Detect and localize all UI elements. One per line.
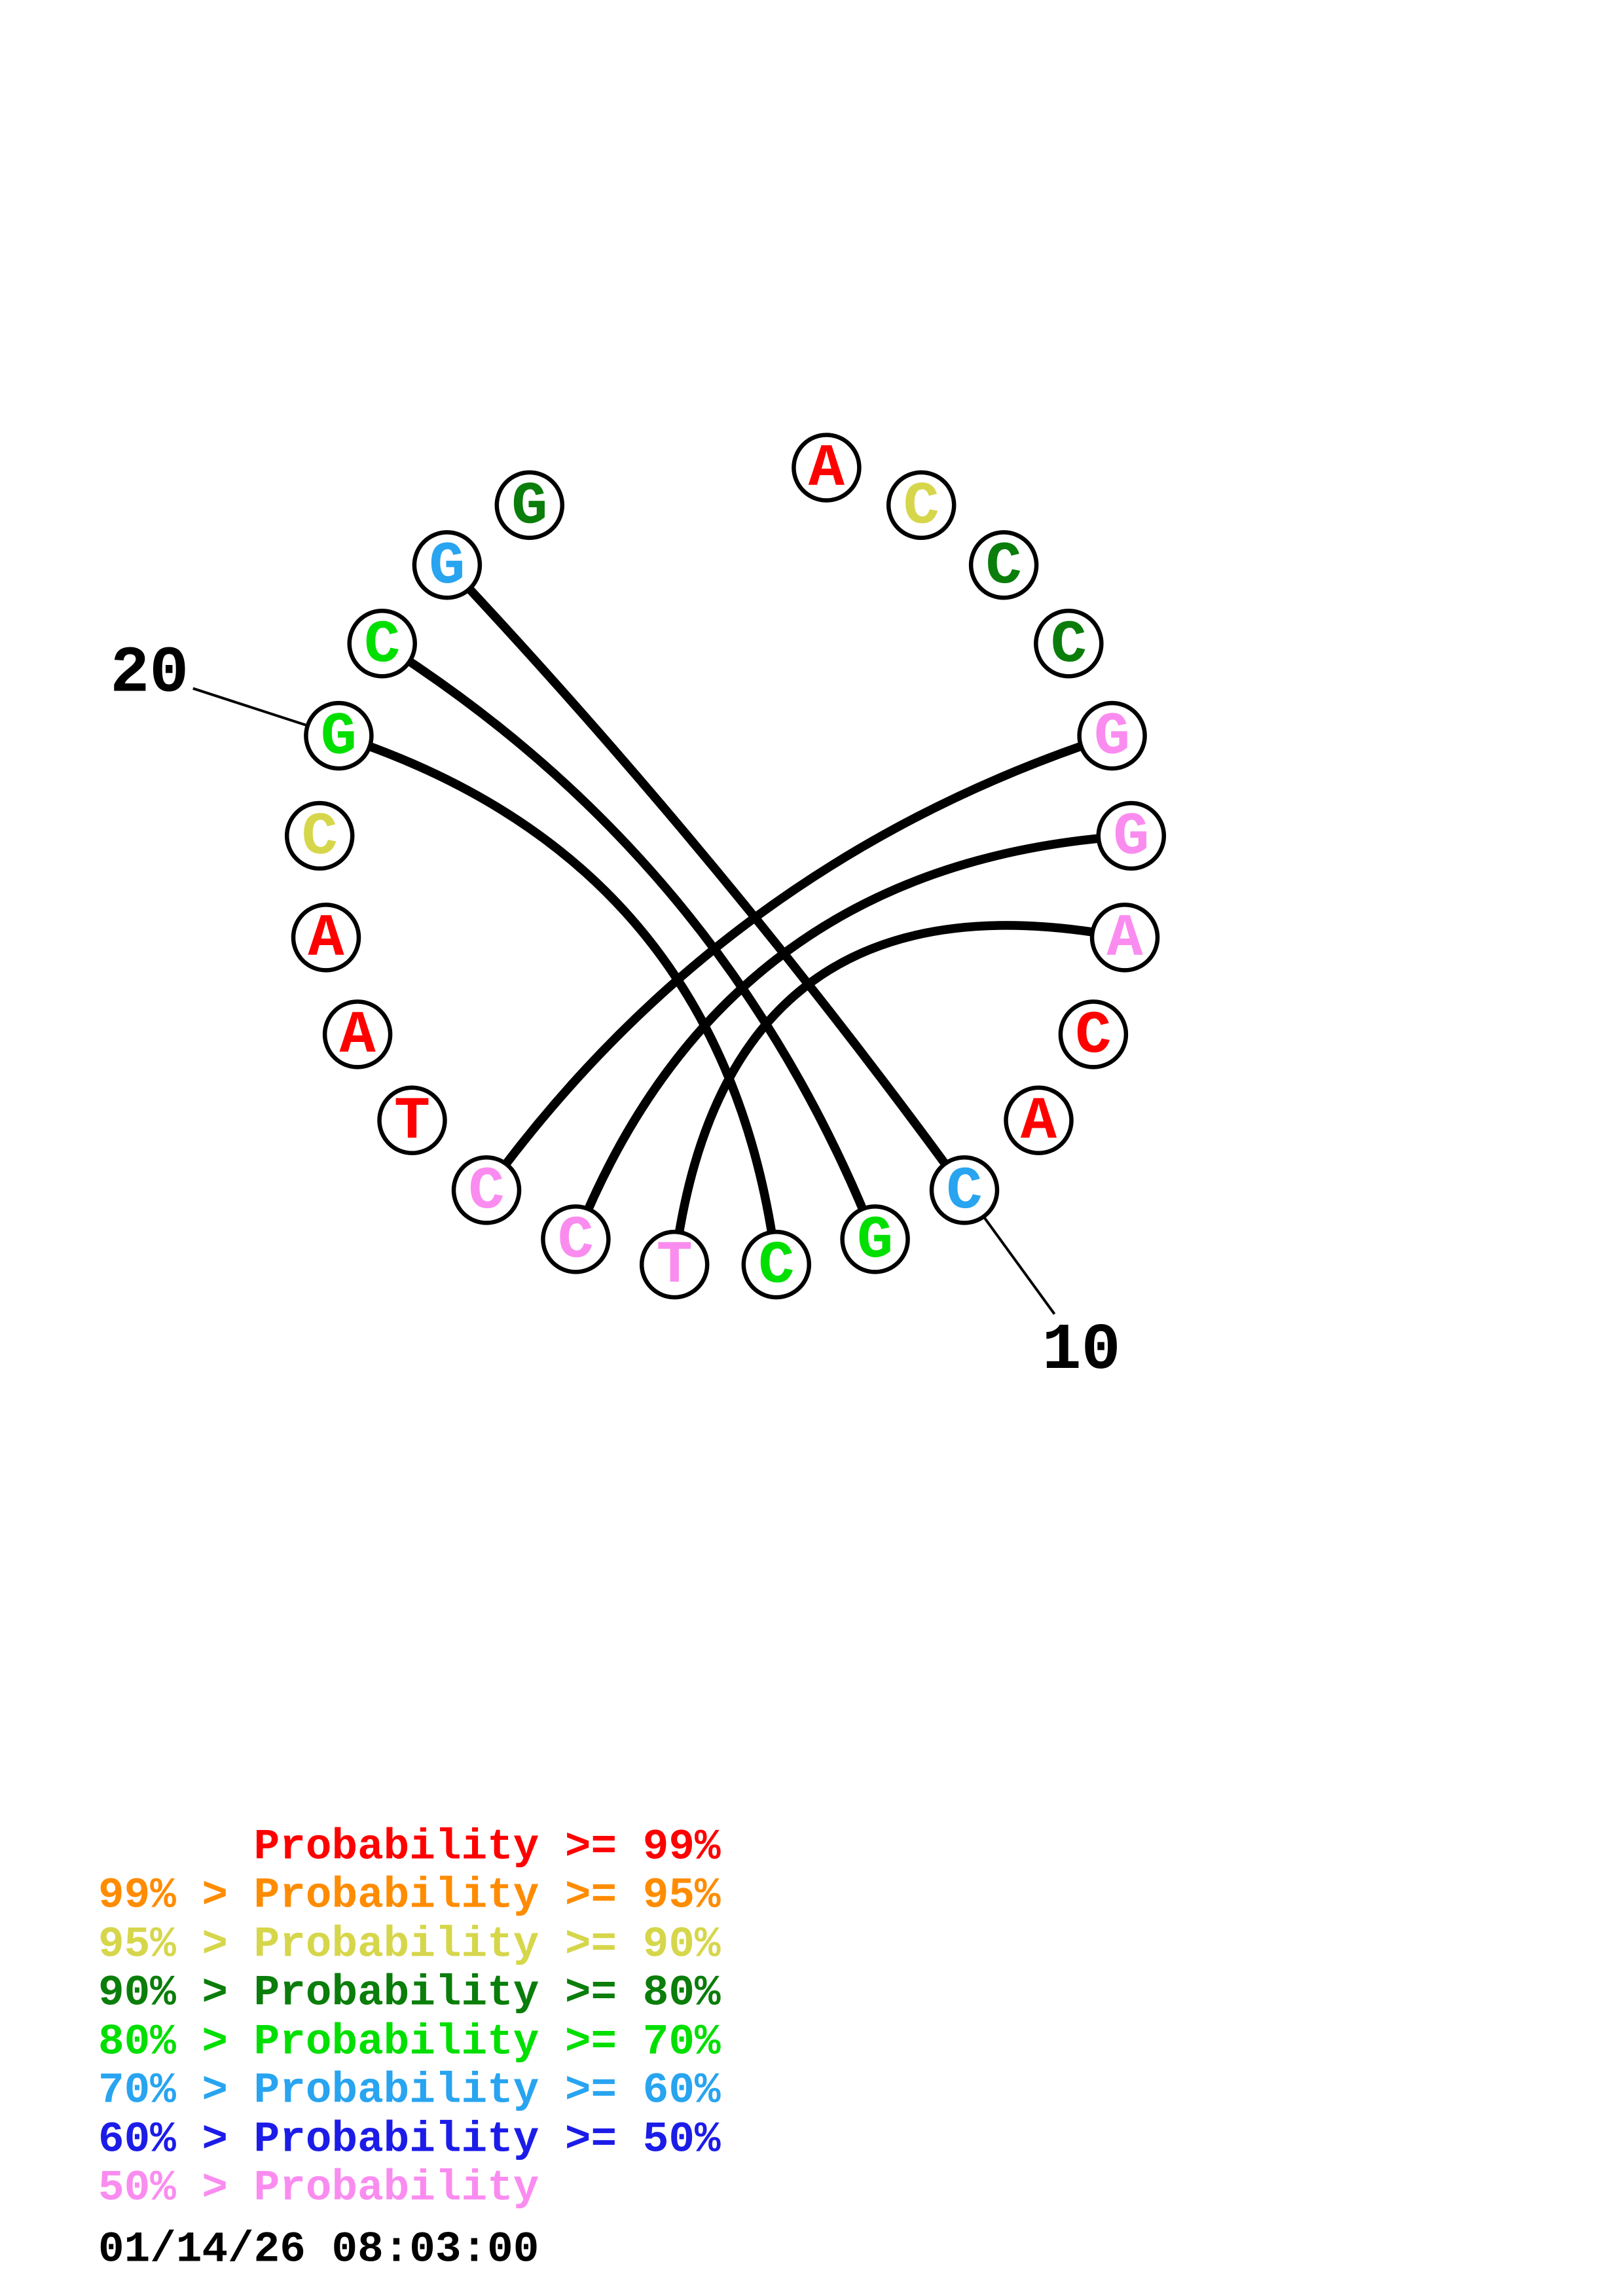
nucleotide-letter-16-T: T <box>394 1087 430 1156</box>
pair-arcs-layer <box>334 560 1136 1269</box>
pair-arc-5-15 <box>482 731 1117 1195</box>
nucleotide-letter-4-C: C <box>1051 611 1087 679</box>
nucleotide-circle-10 <box>929 1155 1000 1225</box>
nucleotide-circle-18 <box>291 903 361 973</box>
legend: Probability >= 99% 99% > Probability >= … <box>98 1823 721 2213</box>
pair-arc-21-11 <box>377 639 880 1244</box>
legend-row-0: Probability >= 99% <box>98 1823 721 1872</box>
legend-row-1: 99% > Probability >= 95% <box>98 1871 721 1920</box>
nucleotide-circle-9 <box>1004 1085 1074 1156</box>
nucleotide-circle-20 <box>304 700 374 771</box>
pair-arc-22-10 <box>443 560 969 1195</box>
nucleotide-circle-12 <box>741 1229 812 1300</box>
nucleotide-letter-12-C: C <box>758 1232 794 1300</box>
nucleotide-letter-1-A: A <box>809 435 845 503</box>
nucleotide-letter-15-C: C <box>468 1157 504 1226</box>
nucleotide-letter-13-T: T <box>657 1232 693 1300</box>
nucleotide-letter-18-A: A <box>308 905 344 973</box>
nucleotide-letter-6-G: G <box>1113 803 1149 872</box>
nucleotide-circle-17 <box>322 999 393 1069</box>
nucleotide-letter-10-C: C <box>946 1157 982 1226</box>
legend-row-3: 90% > Probability >= 80% <box>98 1969 721 2018</box>
nucleotide-circle-4 <box>1034 609 1104 679</box>
nucleotide-circle-5 <box>1077 700 1147 771</box>
pair-arc-7-13 <box>670 921 1129 1269</box>
legend-row-2: 95% > Probability >= 90% <box>98 1920 721 1969</box>
nucleotide-letter-23-G: G <box>511 472 547 541</box>
nucleotide-circle-1 <box>792 433 862 503</box>
nucleotide-circle-6 <box>1096 800 1167 871</box>
index-label-10: 10 <box>1042 1314 1121 1388</box>
nucleotide-letter-19-C: C <box>302 803 338 872</box>
nucleotide-letter-20-G: G <box>321 703 357 772</box>
nucleotide-circle-23 <box>494 470 565 541</box>
nucleotide-circle-8 <box>1058 999 1129 1069</box>
pair-arc-20-12 <box>334 731 781 1269</box>
nucleotide-letter-7-A: A <box>1106 905 1143 973</box>
nucleotide-letter-2-C: C <box>903 472 939 541</box>
nucleotide-circle-13 <box>639 1229 710 1300</box>
nucleotide-letter-17-A: A <box>339 1001 376 1070</box>
nucleotide-circle-16 <box>377 1085 447 1156</box>
nucleotide-circle-14 <box>541 1204 611 1274</box>
index-pointers-layer <box>192 687 1056 1315</box>
nucleotide-letter-14-C: C <box>558 1206 594 1275</box>
legend-row-7: 50% > Probability <box>98 2164 539 2213</box>
nucleotide-circle-15 <box>451 1155 522 1225</box>
pair-arc-6-14 <box>571 831 1136 1244</box>
nucleotide-letter-9-A: A <box>1021 1087 1057 1156</box>
legend-row-4: 80% > Probability >= 70% <box>98 2018 721 2067</box>
nucleotide-letter-8-C: C <box>1075 1001 1111 1070</box>
nucleotide-letter-22-G: G <box>429 532 465 601</box>
nucleotide-circle-3 <box>968 530 1039 600</box>
nucleotide-circle-11 <box>840 1204 910 1274</box>
nucleotide-circle-7 <box>1089 903 1160 973</box>
nucleotide-letter-21-C: C <box>364 611 400 679</box>
timestamp: 01/14/26 08:03:00 <box>98 2225 539 2274</box>
nucleotide-circle-22 <box>412 530 483 600</box>
nucleotide-letter-3-C: C <box>985 532 1021 601</box>
legend-row-6: 60% > Probability >= 50% <box>98 2115 721 2164</box>
index-label-20: 20 <box>110 637 189 711</box>
nucleotide-letter-11-G: G <box>857 1206 893 1275</box>
nucleotide-circle-21 <box>347 609 417 679</box>
nucleotide-circle-2 <box>886 470 957 541</box>
nucleotide-circle-19 <box>284 800 355 871</box>
nucleotide-letter-5-G: G <box>1094 703 1130 772</box>
legend-row-5: 70% > Probability >= 60% <box>98 2066 721 2115</box>
